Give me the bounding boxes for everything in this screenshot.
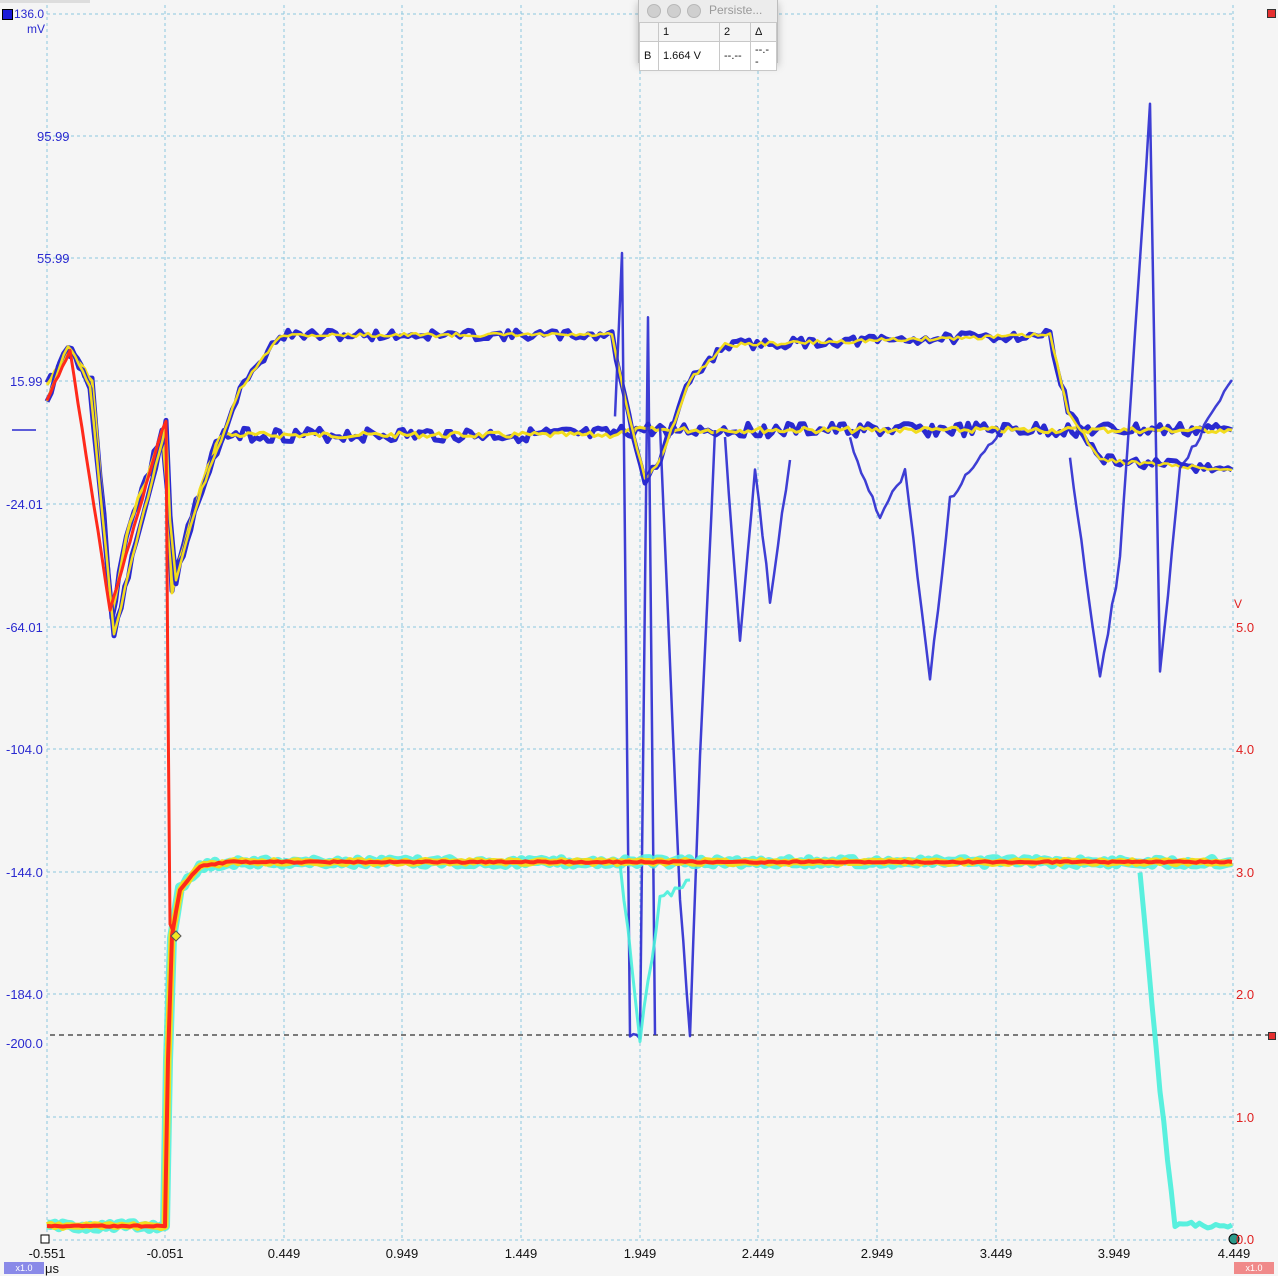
channel-b-falloff-trace	[1137, 872, 1234, 1231]
channel-a-plateau-persistence	[45, 331, 1233, 636]
table-cell: 1.664 V	[658, 41, 720, 71]
right-tick-label: 2.0	[1236, 987, 1255, 1002]
time-tick-label: 0.449	[267, 1246, 301, 1261]
left-ruler-handle[interactable]	[40, 1234, 50, 1244]
left-tick-label: -24.01	[6, 497, 43, 512]
channel-a-glitch-trace	[613, 251, 657, 1040]
window-title: Persiste...	[709, 3, 763, 17]
left-tick-label: -144.0	[6, 865, 43, 880]
time-tick-label: 3.949	[1097, 1246, 1131, 1261]
time-tick-label: -0.051	[146, 1246, 184, 1261]
persistence-measurement-window[interactable]: Persiste... 1 2 Δ B 1.664 V --.-- --.--	[638, 0, 778, 71]
channel-b-glitch-trace	[618, 863, 691, 1044]
right-tick-label: 4.0	[1236, 742, 1255, 757]
time-tick-label: 2.449	[741, 1246, 775, 1261]
channel-b-trace	[46, 859, 1233, 1229]
right-tick-label: 3.0	[1236, 865, 1255, 880]
table-cell: B	[639, 41, 659, 71]
window-titlebar[interactable]: Persiste...	[639, 0, 777, 21]
time-tick-label: 1.949	[623, 1246, 657, 1261]
grid	[46, 5, 1234, 1241]
trigger-point-marker[interactable]	[170, 930, 182, 942]
time-tick-label: 2.949	[860, 1246, 894, 1261]
right-tick-label: 5.0	[1236, 620, 1255, 635]
table-header-cell: 1	[658, 22, 720, 42]
table-header-cell	[639, 22, 659, 42]
channel-a-glitch-trace	[1068, 102, 1234, 678]
channel-a-glitch-trace	[723, 436, 792, 642]
left-tick-label: 95.99	[37, 129, 70, 144]
waveform-persistence	[44, 102, 1234, 1234]
channel-b-scale-marker[interactable]	[1267, 9, 1276, 18]
reference-level-marker[interactable]	[1268, 1032, 1276, 1040]
time-tick-label: 3.449	[979, 1246, 1013, 1261]
time-axis-unit: μs	[45, 1261, 59, 1276]
channel-b-zoom-badge[interactable]: x1.0	[1234, 1262, 1274, 1274]
channel-a-scale-marker[interactable]	[2, 9, 13, 20]
time-tick-label: 0.949	[385, 1246, 419, 1261]
channel-a-zoom-badge[interactable]: x1.0	[4, 1262, 44, 1274]
ruler-measurement-table: 1 2 Δ B 1.664 V --.-- --.--	[639, 22, 777, 71]
left-tick-label: -104.0	[6, 742, 43, 757]
table-cell: --.--	[719, 41, 751, 71]
left-tick-label: 55.99	[37, 251, 70, 266]
left-axis-top-value: 136.0	[14, 7, 45, 21]
channel-a-glitch-trace	[658, 426, 717, 1038]
channel-a-trigger-trace	[45, 348, 178, 937]
close-window-icon[interactable]	[647, 4, 661, 18]
left-tick-label: -200.0	[6, 1036, 43, 1051]
left-tick-label: -64.01	[6, 620, 43, 635]
minimize-window-icon[interactable]	[667, 4, 681, 18]
left-axis-unit: mV	[27, 22, 45, 36]
zoom-window-icon[interactable]	[687, 4, 701, 18]
left-tick-label: -184.0	[6, 987, 43, 1002]
time-tick-label: 4.449	[1217, 1246, 1251, 1261]
time-tick-label: 1.449	[504, 1246, 538, 1261]
right-axis-unit: V	[1234, 597, 1243, 611]
window-title-strip	[0, 0, 90, 3]
time-tick-label: -0.551	[28, 1246, 66, 1261]
left-tick-label: 15.99	[10, 374, 43, 389]
table-cell: --.--	[750, 41, 777, 71]
right-tick-label: 1.0	[1236, 1110, 1255, 1125]
table-header-cell: 2	[719, 22, 751, 42]
channel-a-glitch-trace	[848, 429, 1002, 681]
table-header-cell: Δ	[750, 22, 777, 42]
right-tick-label: 0.0	[1236, 1232, 1255, 1247]
right-ruler-handle[interactable]	[1228, 1233, 1240, 1245]
